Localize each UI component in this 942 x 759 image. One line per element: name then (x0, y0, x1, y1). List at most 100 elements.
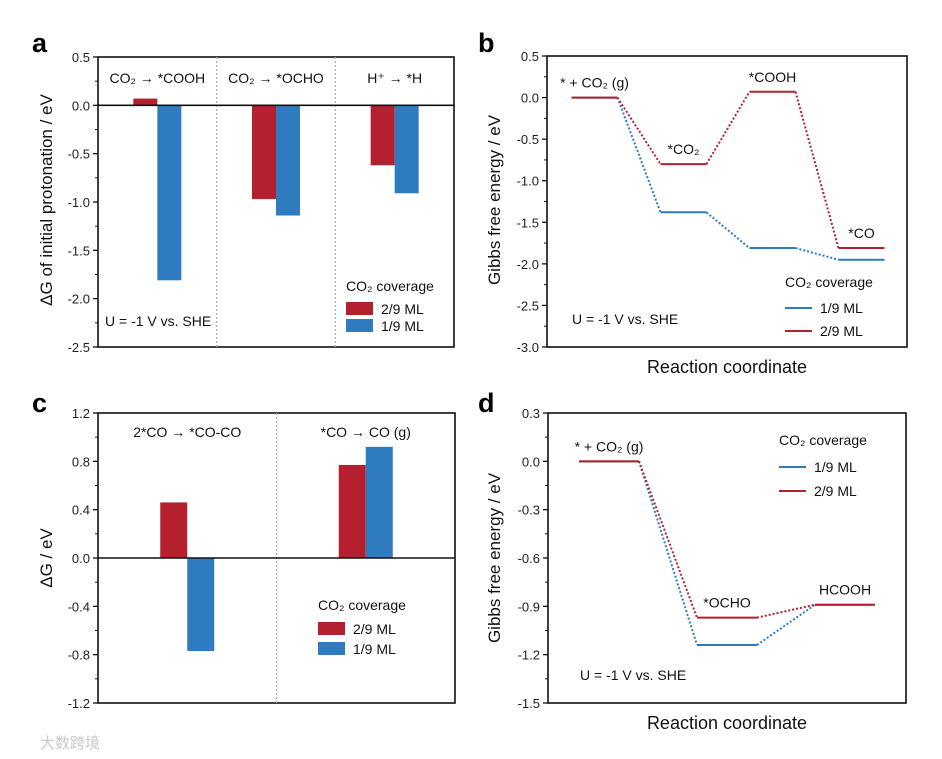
y-tick-label: -1.5 (68, 243, 90, 258)
bar-2-9-ml (133, 98, 158, 106)
state-label: HCOOH (819, 582, 871, 598)
series-1-9-ml (571, 96, 885, 261)
y-tick-label: -1.2 (518, 648, 540, 663)
category-label: *CO → CO (g) (321, 424, 411, 440)
y-tick-label: -0.5 (517, 132, 539, 147)
transition-connector (638, 460, 698, 618)
y-axis-title: Gibbs free energy / eV (485, 472, 504, 643)
category-label: 2*CO → *CO-CO (133, 424, 241, 440)
y-tick-label: -2.5 (517, 298, 539, 313)
category-label: H⁺ → *H (367, 70, 422, 86)
y-tick-label: -1.2 (68, 696, 90, 711)
legend-label: 2/9 ML (820, 323, 863, 339)
state-label: * + CO₂ (g) (575, 438, 644, 454)
transition-connector (616, 97, 662, 213)
transition-connector (794, 91, 840, 249)
potential-annotation: U = -1 V vs. SHE (105, 313, 211, 329)
y-tick-label: -1.0 (68, 195, 90, 210)
legend-title: CO₂ coverage (318, 597, 406, 613)
category-label: CO₂ → *COOH (109, 70, 205, 86)
y-tick-label: -2.0 (68, 292, 90, 307)
panel-label: a (32, 28, 48, 58)
y-tick-label: -0.3 (518, 503, 540, 518)
legend-swatch (346, 302, 373, 315)
y-tick-label: -1.0 (517, 174, 539, 189)
legend-title: CO₂ coverage (779, 432, 867, 448)
y-tick-label: 0.8 (72, 454, 90, 469)
y-tick-label: -3.0 (517, 340, 539, 355)
panel-c: c 1.2 0.8 0.4 0.0 -0.4 -0.8 -1.2 ΔG / eV 2*CO → *… (32, 388, 456, 711)
bar-2-9-ml (252, 105, 276, 200)
bar-1-9-ml (276, 105, 300, 216)
bar-1-9-ml (157, 105, 182, 281)
plot-frame (547, 412, 907, 704)
y-tick-label: 0.3 (522, 406, 540, 421)
legend-swatch (318, 622, 345, 635)
bar-1-9-ml (365, 446, 393, 558)
panel-label: b (478, 28, 495, 58)
state-label: *OCHO (703, 595, 751, 611)
bar-1-9-ml (187, 558, 215, 652)
transition-connector (616, 97, 662, 165)
y-tick-label: -1.5 (518, 696, 540, 711)
transition-connector (705, 91, 751, 165)
series-2-9-ml (571, 90, 885, 250)
panel-b: b 0.5 0.0 -0.5 -1.0 -1.5 -2.0 -2.5 -3.0 Gibbs fre… (478, 28, 908, 377)
transition-connector (638, 461, 698, 646)
bar-2-9-ml (160, 502, 188, 558)
y-tick-label: -2.5 (68, 340, 90, 355)
transition-connector (756, 603, 816, 619)
y-tick-label: -0.6 (518, 551, 540, 566)
y-tick-label: 0.5 (72, 50, 90, 65)
watermark: 大数跨境 (40, 734, 100, 752)
x-axis-title: Reaction coordinate (647, 713, 807, 733)
transition-connector (795, 247, 839, 261)
category-label: CO₂ → *OCHO (228, 70, 324, 86)
legend-swatch (318, 642, 345, 655)
state-label: *CO (848, 225, 875, 241)
y-tick-label: -0.9 (518, 599, 540, 614)
bar-2-9-ml (338, 464, 366, 558)
legend-label: 2/9 ML (814, 483, 857, 499)
legend-label: 2/9 ML (353, 621, 396, 637)
potential-annotation: U = -1 V vs. SHE (572, 311, 678, 327)
y-tick-label: 0.0 (521, 91, 539, 106)
legend-label: 1/9 ML (381, 318, 424, 334)
legend: CO₂ coverage 1/9 ML 2/9 ML (785, 274, 873, 339)
legend-label: 1/9 ML (353, 641, 396, 657)
potential-annotation: U = -1 V vs. SHE (580, 667, 686, 683)
transition-connector (705, 211, 751, 249)
legend-label: 1/9 ML (820, 300, 863, 316)
y-tick-label: 0.0 (522, 454, 540, 469)
panel-label: c (32, 388, 47, 418)
y-tick-label: -0.4 (68, 599, 90, 614)
legend-title: CO₂ coverage (785, 274, 873, 290)
series-2-9-ml (579, 460, 875, 619)
y-axis-title: ΔG / eV (37, 528, 56, 588)
bar-2-9-ml (370, 105, 395, 166)
panel-label: d (478, 388, 495, 418)
y-tick-label: 0.4 (72, 503, 90, 518)
legend: CO₂ coverage 1/9 ML 2/9 ML (779, 432, 867, 499)
y-tick-label: 0.0 (72, 551, 90, 566)
panel-a: a 0.5 0.0 -0.5 -1.0 -1.5 -2.0 -2.5 ΔG of initial… (32, 28, 455, 355)
legend: CO₂ coverage 2/9 ML 1/9 ML (318, 597, 406, 657)
y-tick-label: 1.2 (72, 406, 90, 421)
state-label: *COOH (749, 69, 796, 85)
legend-label: 2/9 ML (381, 301, 424, 317)
x-axis-title: Reaction coordinate (647, 357, 807, 377)
legend: CO₂ coverage 2/9 ML1/9 ML (346, 278, 434, 334)
y-axis-title: ΔG of initial protonation / eV (37, 93, 56, 305)
state-label: *CO₂ (668, 141, 700, 157)
y-tick-label: -2.0 (517, 257, 539, 272)
bar-1-9-ml (394, 105, 419, 194)
y-axis-title: Gibbs free energy / eV (485, 114, 504, 285)
legend-title: CO₂ coverage (346, 278, 434, 294)
legend-swatch (346, 319, 373, 332)
state-label: * + CO₂ (g) (560, 75, 629, 91)
legend-label: 1/9 ML (814, 459, 857, 475)
y-tick-label: -1.5 (517, 215, 539, 230)
y-tick-label: -0.8 (68, 648, 90, 663)
y-tick-label: -0.5 (68, 147, 90, 162)
